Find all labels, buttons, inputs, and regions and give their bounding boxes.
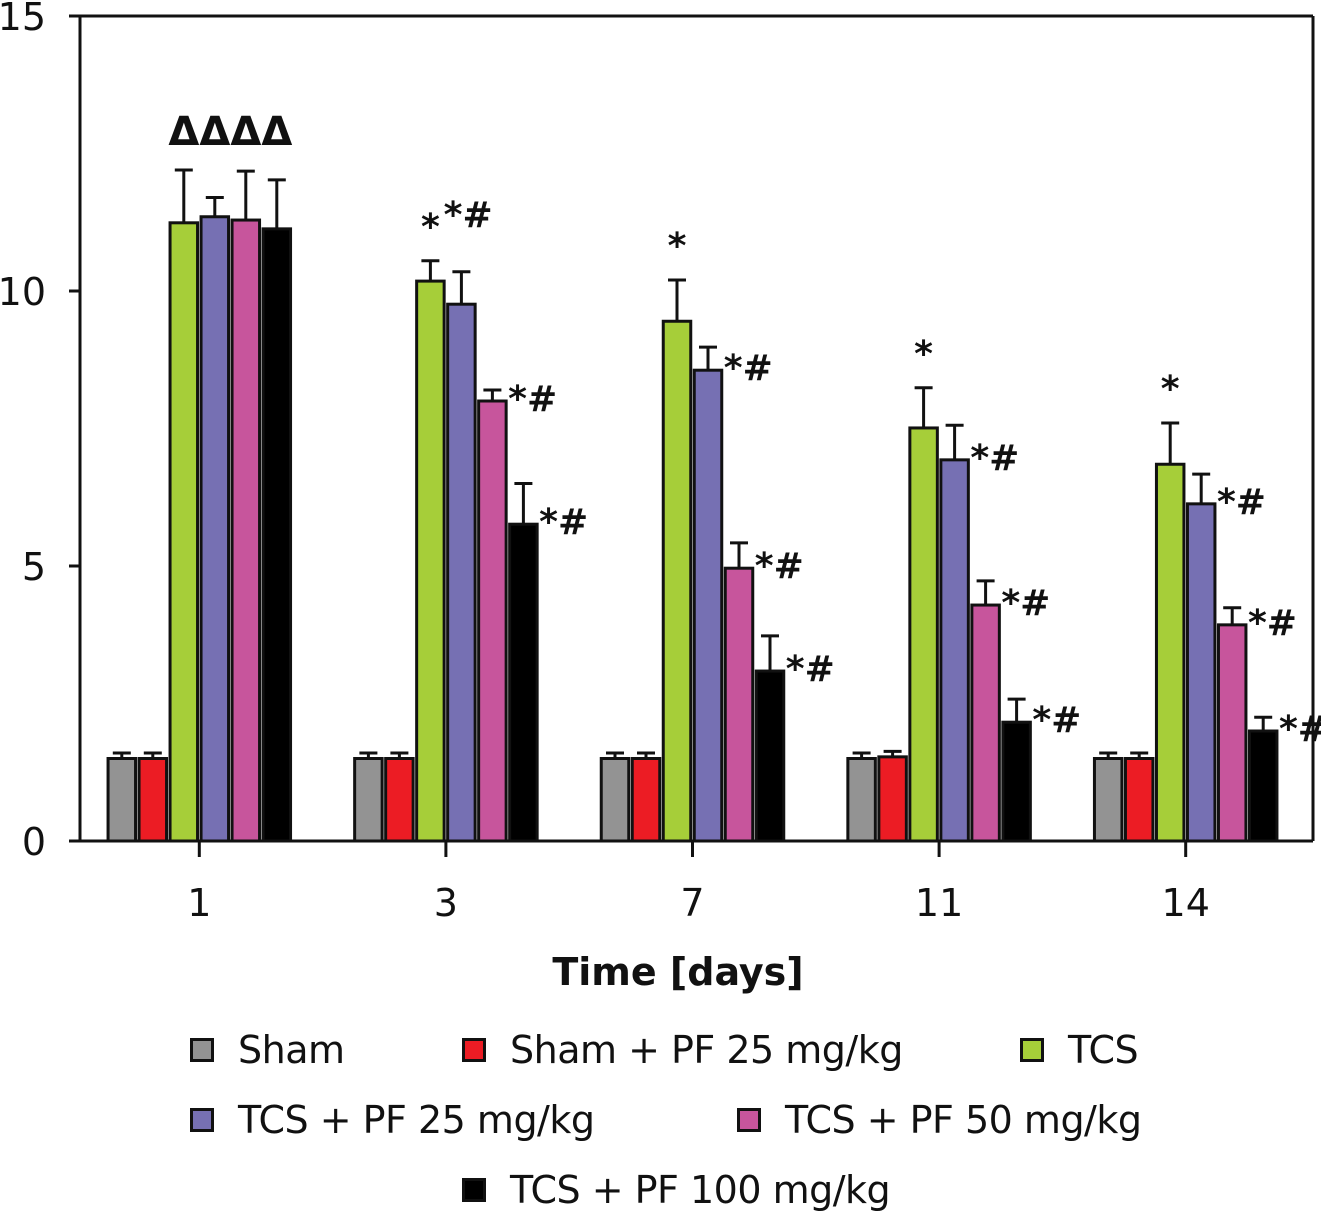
legend-label: TCS + PF 50 mg/kg: [785, 1098, 1142, 1142]
bar: [754, 669, 786, 843]
bar: [846, 757, 877, 843]
bar: [661, 319, 693, 843]
legend-label: TCS: [1068, 1028, 1139, 1072]
significance-marker: *#: [1279, 709, 1321, 750]
y-tick-label: 10: [0, 270, 46, 314]
x-axis-label: Time [days]: [552, 950, 803, 994]
bar: [106, 757, 138, 843]
bar: [630, 757, 662, 843]
bar: [1123, 757, 1155, 843]
bar: [1154, 462, 1186, 843]
bar: [1247, 729, 1279, 843]
significance-marker: *#: [508, 379, 557, 420]
bar: [939, 458, 970, 843]
y-tick-label: 0: [22, 820, 46, 864]
bar: [415, 279, 446, 843]
significance-marker: *#: [1217, 482, 1266, 523]
bar: [508, 522, 539, 843]
significance-marker: *#: [444, 195, 493, 236]
axes: 0 5 10 15 1 3 7 11 14: [0, 0, 1315, 925]
bar: [599, 757, 631, 843]
bar: [137, 757, 169, 843]
legend-swatch: [462, 1038, 486, 1062]
bar: [384, 757, 415, 843]
legend-swatch: [190, 1108, 214, 1132]
legend-label: TCS + PF 25 mg/kg: [238, 1098, 595, 1142]
bar: [353, 757, 384, 843]
legend-swatch: [190, 1038, 214, 1062]
legend-item: Sham: [190, 1028, 345, 1072]
x-tick-label: 7: [680, 881, 704, 925]
bar: [230, 218, 262, 843]
bar: [1092, 757, 1124, 843]
legend-item: Sham + PF 25 mg/kg: [462, 1028, 903, 1072]
bar: [908, 426, 939, 843]
significance-marker: *#: [786, 649, 835, 690]
legend-swatch: [737, 1108, 761, 1132]
y-tick-label: 15: [0, 0, 46, 39]
legend-label: TCS + PF 100 mg/kg: [510, 1168, 891, 1212]
significance-marker: *#: [970, 438, 1019, 479]
legend-swatch: [1020, 1038, 1044, 1062]
x-tick-label: 3: [434, 881, 458, 925]
significance-marker: *#: [539, 502, 588, 543]
legend-label: Sham: [238, 1028, 345, 1072]
x-tick-label: 11: [915, 881, 963, 925]
significance-marker: *: [668, 226, 687, 267]
y-tick-label: 5: [22, 545, 46, 589]
bar: [1001, 720, 1032, 843]
significance-marker: Δ: [168, 109, 199, 155]
bar: [692, 368, 724, 843]
significance-marker: *: [421, 207, 440, 248]
significance-marker: Δ: [199, 109, 230, 155]
bar: [970, 603, 1001, 843]
bars: [106, 168, 1279, 843]
bar: [1185, 502, 1217, 843]
significance-marker: *#: [1248, 603, 1297, 644]
significance-marker: *: [914, 334, 933, 375]
bar: [199, 215, 231, 843]
legend-item: TCS + PF 25 mg/kg: [190, 1098, 595, 1142]
bar: [477, 399, 508, 843]
legend-label: Sham + PF 25 mg/kg: [510, 1028, 903, 1072]
significance-marker: *#: [1032, 700, 1081, 741]
bar: [168, 221, 200, 843]
x-tick-label: 1: [187, 881, 211, 925]
significance-marker: *#: [1001, 583, 1050, 624]
bar: [446, 302, 477, 843]
x-tick-label: 14: [1162, 881, 1210, 925]
significance-marker: *#: [755, 546, 804, 587]
significance-marker: Δ: [261, 109, 292, 155]
bar: [877, 755, 908, 843]
significance-marker: *: [1161, 369, 1180, 410]
significance-marker: Δ: [230, 109, 261, 155]
legend-item: TCS: [1020, 1028, 1139, 1072]
bar: [1216, 623, 1248, 843]
legend-swatch: [462, 1178, 486, 1202]
bar: [261, 227, 293, 843]
bar: [723, 566, 755, 843]
legend-item: TCS + PF 50 mg/kg: [737, 1098, 1142, 1142]
legend-item: TCS + PF 100 mg/kg: [462, 1168, 891, 1212]
significance-marker: *#: [724, 348, 773, 389]
